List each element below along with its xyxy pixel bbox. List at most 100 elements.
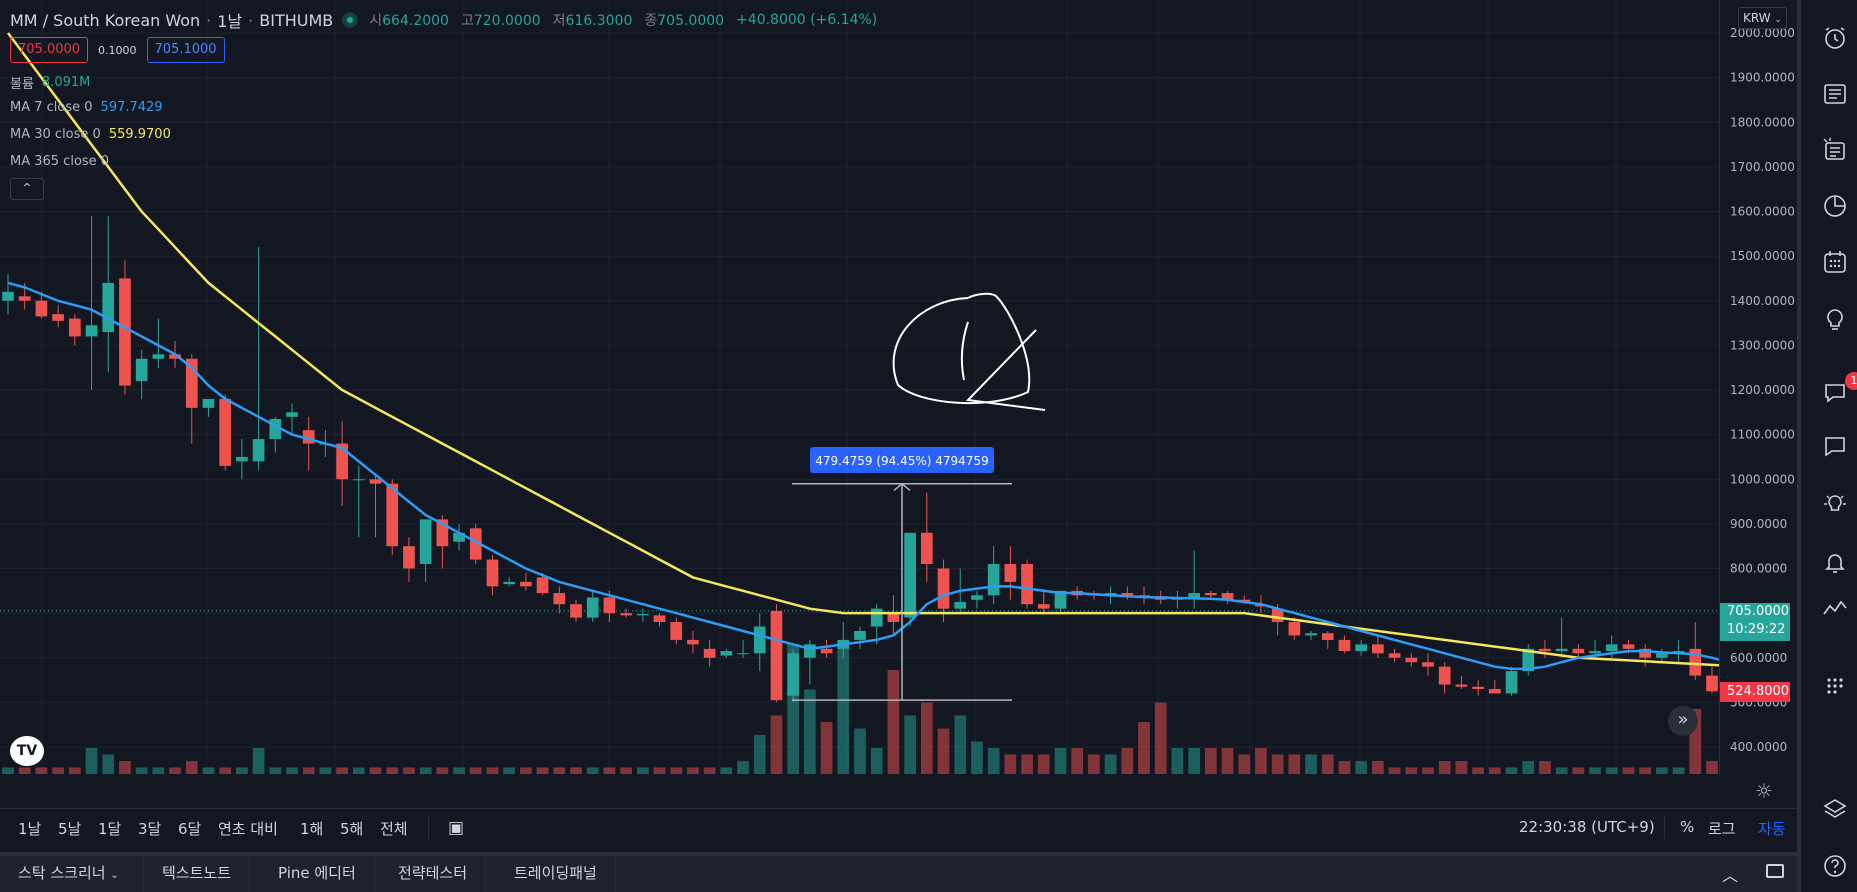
chat-icon[interactable] [1821, 378, 1849, 406]
indicator-name: MA 365 close 0 [10, 154, 110, 169]
candle-body [520, 581, 532, 587]
alarm-clock-icon[interactable] [1821, 24, 1849, 52]
price-scale-label: 900.0000 [1730, 517, 1787, 531]
percent-scale-toggle[interactable]: % [1680, 818, 1695, 836]
candle-body [85, 325, 98, 337]
tab-text-note[interactable]: 텍스트노트 [144, 856, 251, 892]
volume-bar [520, 767, 532, 774]
candle-body [302, 430, 315, 444]
watchlist-details-icon[interactable] [1821, 136, 1849, 164]
candle-body [286, 412, 298, 417]
trend-zigzag-icon[interactable] [1821, 594, 1849, 622]
chevron-up-icon[interactable]: ︿ [1722, 866, 1739, 885]
tradingview-logo[interactable]: TV [10, 736, 44, 766]
price-scale-label: 1800.0000 [1730, 115, 1795, 129]
volume-bar [169, 767, 181, 774]
volume-bar [1555, 767, 1568, 774]
candle-body [1572, 648, 1585, 654]
symbol-name[interactable]: MM / South Korean Won [10, 10, 201, 30]
maximize-panel-icon[interactable] [1766, 864, 1784, 878]
tab-strategy-tester[interactable]: 전략테스터 [380, 856, 487, 892]
range-5d[interactable]: 5날 [58, 820, 82, 838]
price-scale[interactable]: 2000.0000 1900.0000 1800.0000 1700.0000 1600… [1719, 0, 1797, 774]
volume-bar [185, 761, 198, 774]
candle-body [603, 597, 616, 614]
bottom-toolbar: 1날 5날 1달 3달 6달 연초 대비 1해 5해 전체 ▣ 22:30:38… [0, 808, 1797, 846]
volume-bar [536, 767, 549, 774]
volume-bar [837, 644, 850, 774]
candle-body [35, 300, 48, 317]
tab-trading-panel[interactable]: 트레이딩패널 [496, 856, 616, 892]
candle-body [119, 278, 131, 386]
bar-countdown: 10:29:22 [1727, 622, 1786, 637]
interval-label[interactable]: 1날 [217, 12, 243, 31]
exchange-label: BITHUMB [259, 10, 334, 30]
calendar-icon[interactable]: ▣ [448, 818, 465, 838]
price-scale-label: 600.0000 [1730, 651, 1787, 665]
tab-pine-editor[interactable]: Pine 에디터 [260, 856, 375, 892]
help-icon[interactable] [1821, 852, 1849, 880]
candle-body [1405, 657, 1418, 663]
range-1y[interactable]: 1해 [300, 820, 324, 838]
sell-button[interactable]: 705.0000 [10, 37, 89, 63]
indicator-ma365[interactable]: MA 365 close 0 [10, 154, 109, 169]
price-change: +40.8000 (+6.14%) [736, 12, 878, 28]
ohlc-open: 시664.2000 [369, 13, 449, 29]
auto-scale-toggle[interactable]: 자동 [1758, 820, 1786, 838]
volume-bar [1154, 702, 1167, 774]
separator-dot: · [206, 10, 212, 30]
candle-body [1037, 604, 1050, 609]
range-1d[interactable]: 1날 [18, 820, 42, 838]
news-icon[interactable] [1821, 80, 1849, 108]
candle-body [1321, 633, 1334, 640]
candle-body [904, 532, 916, 618]
volume-bar [52, 767, 64, 774]
dots-grid-icon[interactable] [1821, 672, 1849, 700]
candle-body [1288, 622, 1301, 636]
currency-selector[interactable]: KRW ⌄ [1738, 7, 1787, 29]
collapse-legend-button[interactable]: ⌃ [10, 178, 44, 200]
volume-bar [1305, 754, 1317, 774]
range-1m[interactable]: 1달 [98, 820, 122, 838]
clock-timezone[interactable]: 22:30:38 (UTC+9) [1519, 818, 1655, 836]
volume-bar [937, 728, 950, 774]
range-5y[interactable]: 5해 [340, 820, 364, 838]
candle-body [469, 528, 482, 560]
indicator-volume[interactable]: 볼륨 8.091M [10, 73, 90, 92]
indicator-ma30[interactable]: MA 30 close 0 559.9700 [10, 127, 171, 142]
tab-stock-screener[interactable]: 스탁 스크리너 ⌄ [0, 856, 144, 892]
volume-bar [286, 767, 298, 774]
calendar-grid-icon[interactable] [1821, 248, 1849, 276]
price-chart[interactable]: 479.4759 (94.45%) 47947595월1017246월71421… [0, 0, 1719, 774]
candle-body [870, 608, 883, 627]
candle-body [1138, 595, 1150, 597]
indicator-ma7[interactable]: MA 7 close 0 597.7429 [10, 100, 163, 115]
hotlist-pie-icon[interactable] [1821, 192, 1849, 220]
current-price-tag: 705.0000 10:29:22 [1720, 603, 1790, 641]
chart-area[interactable]: 479.4759 (94.45%) 47947595월1017246월71421… [0, 0, 1719, 774]
range-all[interactable]: 전체 [380, 820, 408, 838]
volume-bar [1071, 748, 1084, 774]
bell-icon[interactable] [1821, 548, 1849, 576]
separator-dot: · [248, 10, 254, 30]
buy-button[interactable]: 705.1000 [146, 37, 225, 63]
measure-label: 479.4759 (94.45%) 4794759 [815, 454, 988, 468]
scroll-to-realtime-button[interactable]: » [1668, 706, 1698, 736]
settings-sun-icon[interactable]: ☼ [1755, 779, 1773, 803]
streams-chat-icon[interactable] [1821, 432, 1849, 460]
range-6m[interactable]: 6달 [178, 820, 202, 838]
layers-icon[interactable] [1821, 796, 1849, 824]
candle-body [1221, 593, 1234, 600]
range-3m[interactable]: 3달 [138, 820, 162, 838]
log-scale-toggle[interactable]: 로그 [1708, 820, 1736, 838]
volume-bar [1589, 767, 1601, 774]
candle-body [804, 644, 816, 658]
ideas-lightbulb-icon[interactable] [1821, 306, 1849, 334]
candle-body [1639, 648, 1652, 658]
candle-body [1021, 564, 1033, 605]
volume-bar [653, 767, 666, 774]
bulb-glow-icon[interactable] [1821, 490, 1849, 518]
range-ytd[interactable]: 연초 대비 [218, 820, 278, 838]
volume-bar [1338, 761, 1351, 774]
candle-body [1505, 671, 1518, 694]
